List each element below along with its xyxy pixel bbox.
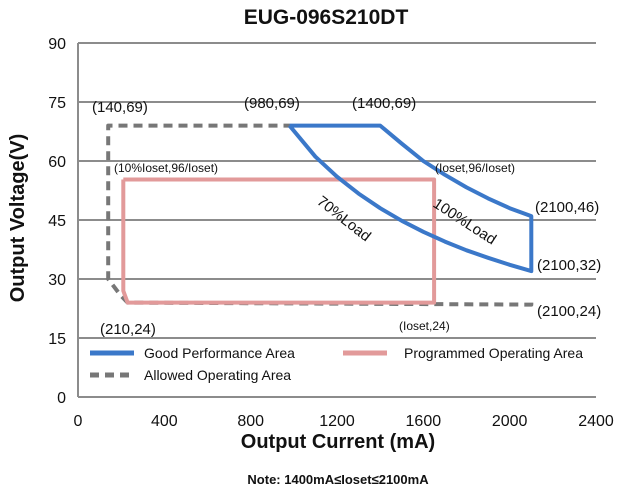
axes <box>77 43 596 398</box>
annotation-p2100-46: (2100,46) <box>535 199 599 216</box>
legend: Good Performance Area Programmed Operatin… <box>82 339 590 385</box>
y-tick-label: 30 <box>48 272 66 289</box>
annotation-p10pct: (10%Ioset,96/Ioset) <box>114 161 218 175</box>
grid-lines <box>78 42 596 339</box>
y-tick-label: 75 <box>48 95 66 112</box>
y-tick-label: 0 <box>57 390 66 407</box>
series-line-good-performance-area <box>287 123 534 274</box>
legend-label: Good Performance Area <box>144 345 295 361</box>
x-tick-label: 1200 <box>319 413 355 430</box>
y-axis-title: Output Voltage(V) <box>7 134 29 303</box>
x-tick-label: 400 <box>151 413 178 430</box>
series-line-programmed-operating-area <box>121 177 437 305</box>
annotation-p2100-32: (2100,32) <box>537 257 601 274</box>
x-tick-label: 800 <box>237 413 264 430</box>
y-tick-label: 15 <box>48 331 66 348</box>
y-tick-label: 60 <box>48 154 66 171</box>
x-tick-label: 2000 <box>492 413 528 430</box>
annotation-70-load: 70%Load <box>314 193 374 245</box>
annotation-pioset24: (Ioset,24) <box>399 319 450 333</box>
x-tick-label: 2400 <box>578 413 614 430</box>
series-line-allowed-operating-area <box>106 123 534 307</box>
legend-label: Allowed Operating Area <box>144 367 291 383</box>
legend-label: Programmed Operating Area <box>404 345 583 361</box>
annotation-p2100-24: (2100,24) <box>537 303 601 320</box>
annotation-p980-69: (980,69) <box>244 95 300 112</box>
tick-labels: 0 15 30 45 60 75 90 0 400 800 1200 1600 2000 2400 <box>48 36 614 430</box>
annotation-p210-24: (210,24) <box>100 321 156 338</box>
series-lines <box>106 123 534 307</box>
x-axis-title: Output Current (mA) <box>241 431 435 453</box>
y-tick-label: 45 <box>48 213 66 230</box>
x-tick-label: 1600 <box>406 413 442 430</box>
annotation-p1400-69: (1400,69) <box>352 95 416 112</box>
note-text: Note: 1400mA≤Ioset≤2100mA <box>247 472 429 487</box>
annotation-p140-69: (140,69) <box>92 99 148 116</box>
legend-background <box>82 339 590 385</box>
chart-title: EUG-096S210DT <box>244 6 409 29</box>
x-tick-label: 0 <box>74 413 83 430</box>
annotation-pioset96: (Ioset,96/Ioset) <box>435 161 515 175</box>
y-tick-label: 90 <box>48 36 66 53</box>
